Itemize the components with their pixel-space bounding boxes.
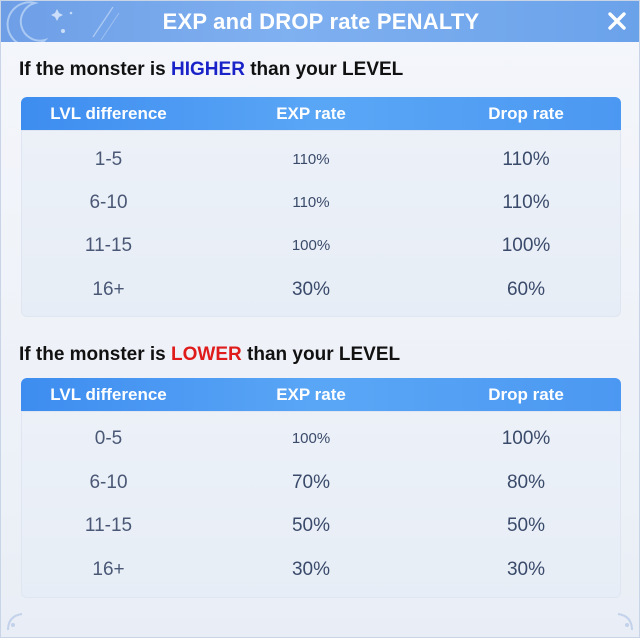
drop-rate-cell: 100% <box>501 428 551 449</box>
corner-ornament-icon <box>7 613 23 631</box>
lvl-difference-cell: 6-10 <box>89 472 128 493</box>
heading-text: If the monster is <box>19 59 172 80</box>
dialog-title: EXP and DROP rate PENALTY <box>162 9 480 34</box>
table-row: 16+ 30% 60% <box>21 275 621 305</box>
lvl-difference-cell: 16+ <box>92 559 125 580</box>
column-header-drop-rate: Drop rate <box>488 385 564 404</box>
drop-rate-cell: 110% <box>502 149 550 170</box>
title-bar: EXP and DROP rate PENALTY <box>1 1 639 42</box>
drop-rate-cell: 100% <box>501 235 551 256</box>
exp-rate-cell: 110% <box>292 151 330 168</box>
table-row: 16+ 30% 30% <box>21 555 621 585</box>
crescent-moon-icon <box>1 1 161 42</box>
heading-text: than your LEVEL <box>244 59 404 80</box>
lower-rate-table: LVL difference EXP rate Drop rate 0-5 10… <box>21 378 621 598</box>
drop-rate-cell: 60% <box>506 279 546 300</box>
lvl-difference-cell: 11-15 <box>84 515 133 536</box>
close-icon <box>608 12 626 30</box>
column-header-exp-rate: EXP rate <box>276 104 346 123</box>
table-header: LVL difference EXP rate Drop rate <box>21 378 621 411</box>
table-row: 11-15 50% 50% <box>21 511 621 541</box>
close-button[interactable] <box>603 7 631 35</box>
corner-ornament-icon <box>617 613 633 631</box>
heading-highlight-lower: LOWER <box>171 344 242 365</box>
column-header-lvl-difference: LVL difference <box>50 104 167 123</box>
table-body: 1-5 110% 110% 6-10 110% 110% 11-15 100% … <box>21 130 621 317</box>
higher-section-heading: If the monster is HIGHER than your LEVEL <box>19 59 403 81</box>
column-header-exp-rate: EXP rate <box>276 385 346 404</box>
table-row: 0-5 100% 100% <box>21 424 621 454</box>
exp-rate-cell: 110% <box>292 194 330 211</box>
table-row: 1-5 110% 110% <box>21 145 621 175</box>
heading-text: If the monster is <box>19 344 172 365</box>
table-header: LVL difference EXP rate Drop rate <box>21 97 621 130</box>
exp-rate-cell: 30% <box>291 559 331 580</box>
lower-section-heading: If the monster is LOWER than your LEVEL <box>19 344 400 366</box>
table-body: 0-5 100% 100% 6-10 70% 80% 11-15 50% 50%… <box>21 411 621 598</box>
exp-rate-cell: 100% <box>291 430 331 447</box>
lvl-difference-cell: 16+ <box>92 279 125 300</box>
drop-rate-cell: 80% <box>506 472 546 493</box>
exp-rate-cell: 100% <box>291 237 331 254</box>
table-row: 6-10 70% 80% <box>21 468 621 498</box>
heading-highlight-higher: HIGHER <box>171 59 245 80</box>
column-header-drop-rate: Drop rate <box>488 104 564 123</box>
drop-rate-cell: 30% <box>506 559 546 580</box>
exp-rate-cell: 70% <box>291 472 331 493</box>
heading-text: than your LEVEL <box>241 344 401 365</box>
drop-rate-cell: 110% <box>502 192 550 213</box>
drop-rate-cell: 50% <box>506 515 546 536</box>
lvl-difference-cell: 0-5 <box>94 428 123 449</box>
exp-rate-cell: 30% <box>291 279 331 300</box>
lvl-difference-cell: 11-15 <box>84 235 133 256</box>
lvl-difference-cell: 6-10 <box>89 192 128 213</box>
lvl-difference-cell: 1-5 <box>94 149 123 170</box>
exp-rate-cell: 50% <box>291 515 331 536</box>
table-row: 11-15 100% 100% <box>21 231 621 261</box>
table-row: 6-10 110% 110% <box>21 188 621 218</box>
higher-rate-table: LVL difference EXP rate Drop rate 1-5 11… <box>21 97 621 317</box>
column-header-lvl-difference: LVL difference <box>50 385 167 404</box>
